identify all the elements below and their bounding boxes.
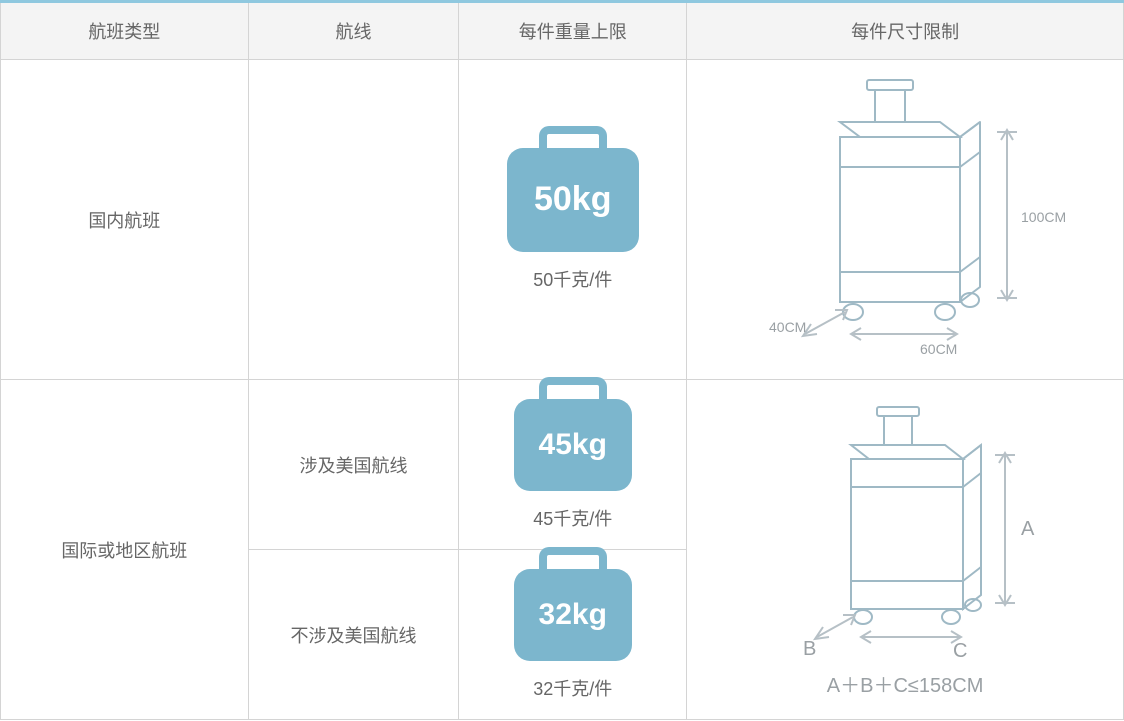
cell-intl-us-route: 涉及美国航线 — [248, 380, 459, 550]
cell-domestic-route — [248, 60, 459, 380]
cell-domestic-size: 100CM 40CM 60CM — [687, 60, 1124, 380]
weight-caption: 32千克/件 — [514, 675, 632, 701]
header-size: 每件尺寸限制 — [687, 2, 1124, 60]
dim-b: B — [803, 638, 816, 660]
table-header-row: 航班类型 航线 每件重量上限 每件尺寸限制 — [1, 2, 1124, 60]
weight-badge: 32kg — [539, 598, 607, 632]
baggage-table: 航班类型 航线 每件重量上限 每件尺寸限制 国内航班 50kg 50千克/件 — [0, 0, 1124, 720]
luggage-dimension-icon: A B C — [755, 401, 1055, 663]
cell-intl-nonus-weight: 32kg 32千克/件 — [459, 550, 687, 720]
dim-height: 100CM — [1021, 209, 1065, 225]
weight-caption: 50千克/件 — [507, 266, 639, 292]
cell-intl-us-weight: 45kg 45千克/件 — [459, 380, 687, 550]
header-flight-type: 航班类型 — [1, 2, 249, 60]
dim-a: A — [1021, 518, 1035, 540]
dim-c: C — [953, 640, 967, 662]
header-weight: 每件重量上限 — [459, 2, 687, 60]
cell-intl-type: 国际或地区航班 — [1, 380, 249, 720]
weight-badge: 45kg — [539, 428, 607, 462]
weight-caption: 45千克/件 — [514, 505, 632, 531]
dim-depth: 40CM — [769, 319, 806, 335]
weight-badge: 50kg — [534, 180, 612, 219]
suitcase-icon: 32kg — [514, 569, 632, 661]
table-row: 国际或地区航班 涉及美国航线 45kg 45千克/件 — [1, 380, 1124, 550]
dim-width: 60CM — [920, 341, 957, 357]
cell-domestic-type: 国内航班 — [1, 60, 249, 380]
size-formula: A＋B＋C≤158CM — [755, 669, 1055, 698]
suitcase-icon: 50kg — [507, 148, 639, 252]
header-route: 航线 — [248, 2, 459, 60]
cell-domestic-weight: 50kg 50千克/件 — [459, 60, 687, 380]
luggage-dimension-icon: 100CM 40CM 60CM — [745, 72, 1065, 362]
suitcase-icon: 45kg — [514, 399, 632, 491]
cell-intl-nonus-route: 不涉及美国航线 — [248, 550, 459, 720]
table-row: 国内航班 50kg 50千克/件 — [1, 60, 1124, 380]
cell-intl-size: A B C A＋B＋C≤158CM — [687, 380, 1124, 720]
